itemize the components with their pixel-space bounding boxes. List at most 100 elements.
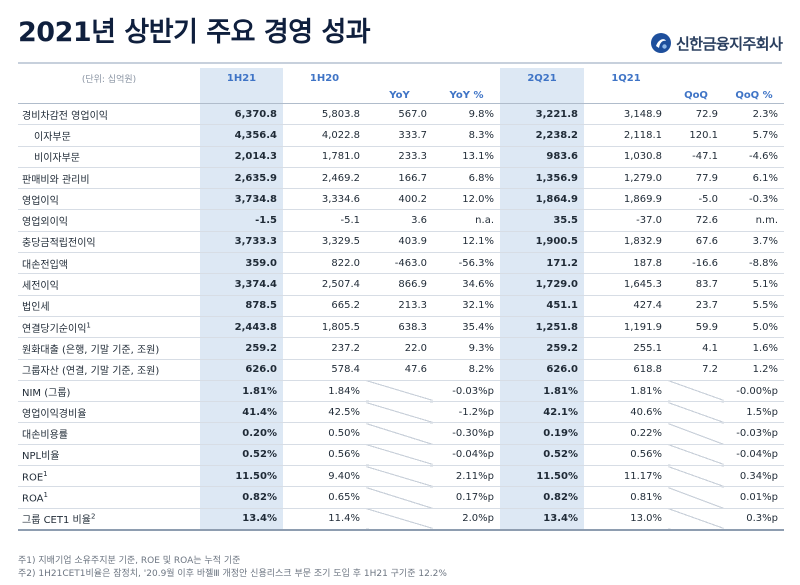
row-label: 그룹 CET1 비율2	[18, 508, 200, 531]
cell-1h20: 1,781.0	[283, 146, 366, 168]
cell-yoy: 567.0	[366, 103, 433, 126]
cell-qoq	[668, 380, 724, 403]
cell-yoy-pct: -0.03%p	[433, 380, 500, 403]
cell-1q21: 1,832.9	[584, 231, 668, 254]
col-header-1h20: 1H20	[309, 72, 340, 84]
table-row: 비이자부문 2,014.3 1,781.0 233.3 13.1% 983.6 1,030.…	[18, 146, 784, 168]
cell-1q21: 1,279.0	[584, 167, 668, 190]
cell-qoq-pct: 5.1%	[724, 273, 784, 296]
cell-1h20: 0.50%	[283, 422, 366, 445]
cell-yoy: 22.0	[366, 337, 433, 360]
cell-1h20: 42.5%	[283, 401, 366, 424]
cell-yoy: 213.3	[366, 295, 433, 317]
cell-1h20: 3,329.5	[283, 231, 366, 254]
table-row: 경비차감전 영업이익 6,370.8 5,803.8 567.0 9.8% 3,221.8…	[18, 103, 784, 126]
cell-yoy	[366, 401, 433, 424]
cell-qoq-pct: -8.8%	[724, 252, 784, 275]
row-label: 대손비용률	[18, 422, 200, 445]
cell-yoy: 166.7	[366, 167, 433, 190]
cell-qoq-pct: 5.7%	[724, 124, 784, 147]
col-header-1q21: 1Q21	[611, 72, 641, 84]
table-row: 대손비용률 0.20% 0.50% -0.30%p 0.19% 0.22% -0.03%p	[18, 422, 784, 445]
cell-1h21: 259.2	[200, 337, 283, 360]
col-header-qoq: QoQ	[668, 88, 724, 104]
cell-yoy-pct: 13.1%	[433, 146, 500, 168]
cell-1h20: 1.84%	[283, 380, 366, 403]
cell-1h21: 6,370.8	[200, 103, 283, 126]
cell-1h21: 3,734.8	[200, 188, 283, 211]
cell-yoy-pct: 12.1%	[433, 231, 500, 254]
cell-2q21: 259.2	[500, 337, 584, 360]
cell-1q21: 13.0%	[584, 508, 668, 531]
table-row: 원화대출 (은행, 기말 기준, 조원) 259.2 237.2 22.0 9.3% 25…	[18, 337, 784, 360]
row-label: NIM (그룹)	[18, 380, 200, 403]
row-label: ROA1	[18, 486, 200, 509]
cell-1h20: 0.65%	[283, 486, 366, 509]
row-label: 비이자부문	[18, 146, 200, 168]
cell-1q21: 0.81%	[584, 486, 668, 509]
row-label: 대손전입액	[18, 252, 200, 275]
table-row: 충당금적립전이익 3,733.3 3,329.5 403.9 12.1% 1,900.5 1…	[18, 231, 784, 254]
row-label: 충당금적립전이익	[18, 231, 200, 254]
cell-1h20: 665.2	[283, 295, 366, 317]
footnotes: 주1) 지배기업 소유주지분 기준, ROE 및 ROA는 누적 기준 주2) …	[18, 555, 447, 581]
cell-1h20: 578.4	[283, 359, 366, 381]
row-label: 판매비와 관리비	[18, 167, 200, 190]
cell-qoq-pct: -0.04%p	[724, 444, 784, 467]
cell-1q21: 40.6%	[584, 401, 668, 424]
cell-1h21: 13.4%	[200, 508, 283, 531]
cell-1h20: 2,507.4	[283, 273, 366, 296]
cell-1q21: 1,191.9	[584, 316, 668, 339]
cell-yoy	[366, 486, 433, 509]
row-label: 영업이익	[18, 188, 200, 211]
cell-2q21: 42.1%	[500, 401, 584, 424]
cell-yoy-pct: 8.2%	[433, 359, 500, 381]
cell-2q21: 0.82%	[500, 486, 584, 509]
col-header-yoy: YoY	[366, 88, 433, 104]
cell-1h21: 4,356.4	[200, 124, 283, 147]
footnote-marker: 1	[43, 469, 48, 478]
cell-yoy-pct: 9.8%	[433, 103, 500, 126]
cell-yoy-pct: -0.30%p	[433, 422, 500, 445]
table-row: 세전이익 3,374.4 2,507.4 866.9 34.6% 1,729.0 1,645…	[18, 273, 784, 296]
cell-qoq: -5.0	[668, 188, 724, 211]
cell-yoy: 400.2	[366, 188, 433, 211]
cell-1h21: 3,733.3	[200, 231, 283, 254]
cell-yoy	[366, 444, 433, 467]
cell-yoy-pct: -56.3%	[433, 252, 500, 275]
row-label: 법인세	[18, 295, 200, 317]
cell-1q21: 1,869.9	[584, 188, 668, 211]
table-row: 연결당기순이익1 2,443.8 1,805.5 638.3 35.4% 1,251.8 1…	[18, 316, 784, 339]
cell-1h21: 359.0	[200, 252, 283, 275]
table-row: 법인세 878.5 665.2 213.3 32.1% 451.1 427.4 23.7 5.5…	[18, 295, 784, 317]
cell-1q21: 0.56%	[584, 444, 668, 467]
cell-qoq-pct: 1.2%	[724, 359, 784, 381]
cell-1h20: 9.40%	[283, 465, 366, 488]
cell-1h21: 0.20%	[200, 422, 283, 445]
table-row: 그룹 CET1 비율2 13.4% 11.4% 2.0%p 13.4% 13.0% 0.3%…	[18, 508, 784, 531]
cell-qoq: 7.2	[668, 359, 724, 381]
cell-2q21: 13.4%	[500, 508, 584, 531]
cell-1h21: 2,014.3	[200, 146, 283, 168]
cell-qoq: 120.1	[668, 124, 724, 147]
cell-qoq: 4.1	[668, 337, 724, 360]
cell-qoq: 83.7	[668, 273, 724, 296]
page-title: 2021년 상반기 주요 경영 성과	[18, 17, 371, 48]
cell-2q21: 983.6	[500, 146, 584, 168]
table-row: ROA1 0.82% 0.65% 0.17%p 0.82% 0.81% 0.01%p	[18, 486, 784, 509]
cell-yoy: 47.6	[366, 359, 433, 381]
cell-2q21: 0.19%	[500, 422, 584, 445]
cell-yoy-pct: 2.0%p	[433, 508, 500, 531]
cell-1h20: -5.1	[283, 209, 366, 232]
cell-yoy	[366, 422, 433, 445]
cell-1h21: 2,443.8	[200, 316, 283, 339]
cell-1q21: 1,030.8	[584, 146, 668, 168]
row-label: NPL비율	[18, 444, 200, 467]
cell-yoy: 233.3	[366, 146, 433, 168]
cell-2q21: 3,221.8	[500, 103, 584, 126]
logo-text: 신한금융지주회사	[676, 34, 783, 53]
cell-qoq	[668, 486, 724, 509]
cell-yoy-pct: 32.1%	[433, 295, 500, 317]
footnote-1: 주1) 지배기업 소유주지분 기준, ROE 및 ROA는 누적 기준	[18, 556, 241, 566]
cell-qoq: 77.9	[668, 167, 724, 190]
